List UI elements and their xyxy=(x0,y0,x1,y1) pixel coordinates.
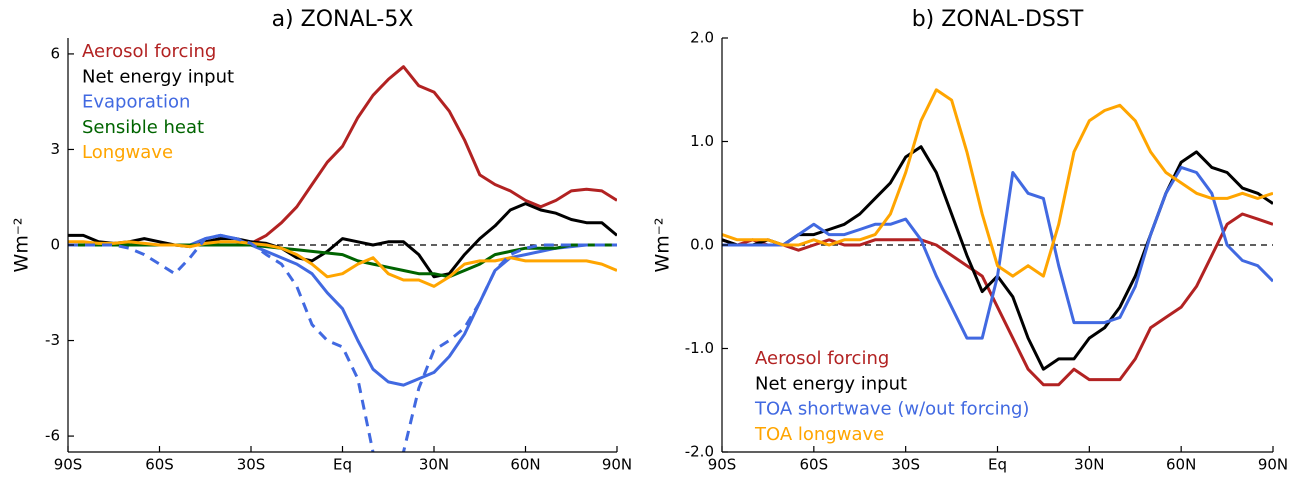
x-tick-label: 90S xyxy=(54,456,83,474)
series-line xyxy=(68,233,617,452)
y-axis-label: Wm⁻² xyxy=(652,218,674,273)
x-tick-label: 30N xyxy=(1074,456,1104,474)
x-tick-label: 60N xyxy=(510,456,540,474)
panel: a) ZONAL-5X Wm⁻² 6 3 0 -3 -6 90S 60S 30S Eq 30N 60N 9… xyxy=(11,7,633,474)
series-line xyxy=(722,145,1273,371)
y-tick-label: 1.0 xyxy=(690,132,714,150)
y-tick-label: -3 xyxy=(45,331,60,349)
legend-label: Longwave xyxy=(82,142,173,163)
legend-label: Evaporation xyxy=(82,92,190,113)
x-tick-label: 30N xyxy=(419,456,449,474)
x-tick-label: 30S xyxy=(891,456,920,474)
series-line xyxy=(68,233,617,387)
x-tick-label: 60S xyxy=(800,456,829,474)
series-line xyxy=(722,88,1273,278)
legend-label: Aerosol forcing xyxy=(82,41,216,62)
y-tick-label: 3 xyxy=(50,140,60,158)
y-tick-label: -2.0 xyxy=(685,443,714,461)
x-tick-label: 60N xyxy=(1166,456,1196,474)
x-tick-label: 90S xyxy=(708,456,737,474)
y-tick-label: -6 xyxy=(45,427,60,445)
chart-title: b) ZONAL-DSST xyxy=(912,7,1084,32)
legend-label: Sensible heat xyxy=(82,117,204,138)
legend-label: Net energy input xyxy=(755,373,907,394)
y-tick-label: 6 xyxy=(50,44,60,62)
legend-label: Net energy input xyxy=(82,66,234,87)
legend-label: Aerosol forcing xyxy=(755,348,889,369)
legend-label: TOA shortwave (w/out forcing) xyxy=(754,399,1029,420)
y-tick-label: -1.0 xyxy=(685,339,714,357)
chart-title: a) ZONAL-5X xyxy=(272,7,414,32)
y-tick-label: 0 xyxy=(50,236,60,254)
x-tick-label: 90N xyxy=(1258,456,1288,474)
legend-label: TOA longwave xyxy=(754,424,884,445)
series-line xyxy=(68,240,617,288)
x-tick-label: Eq xyxy=(988,456,1007,474)
x-tick-label: 60S xyxy=(145,456,174,474)
series-line xyxy=(68,202,617,279)
y-axis-label: Wm⁻² xyxy=(11,218,33,273)
y-tick-label: 2.0 xyxy=(690,29,714,47)
x-tick-label: Eq xyxy=(333,456,352,474)
y-tick-label: 0.0 xyxy=(690,236,714,254)
x-tick-label: 30S xyxy=(237,456,266,474)
series-line xyxy=(722,212,1273,387)
series-line xyxy=(722,165,1273,340)
x-tick-label: 90N xyxy=(602,456,632,474)
